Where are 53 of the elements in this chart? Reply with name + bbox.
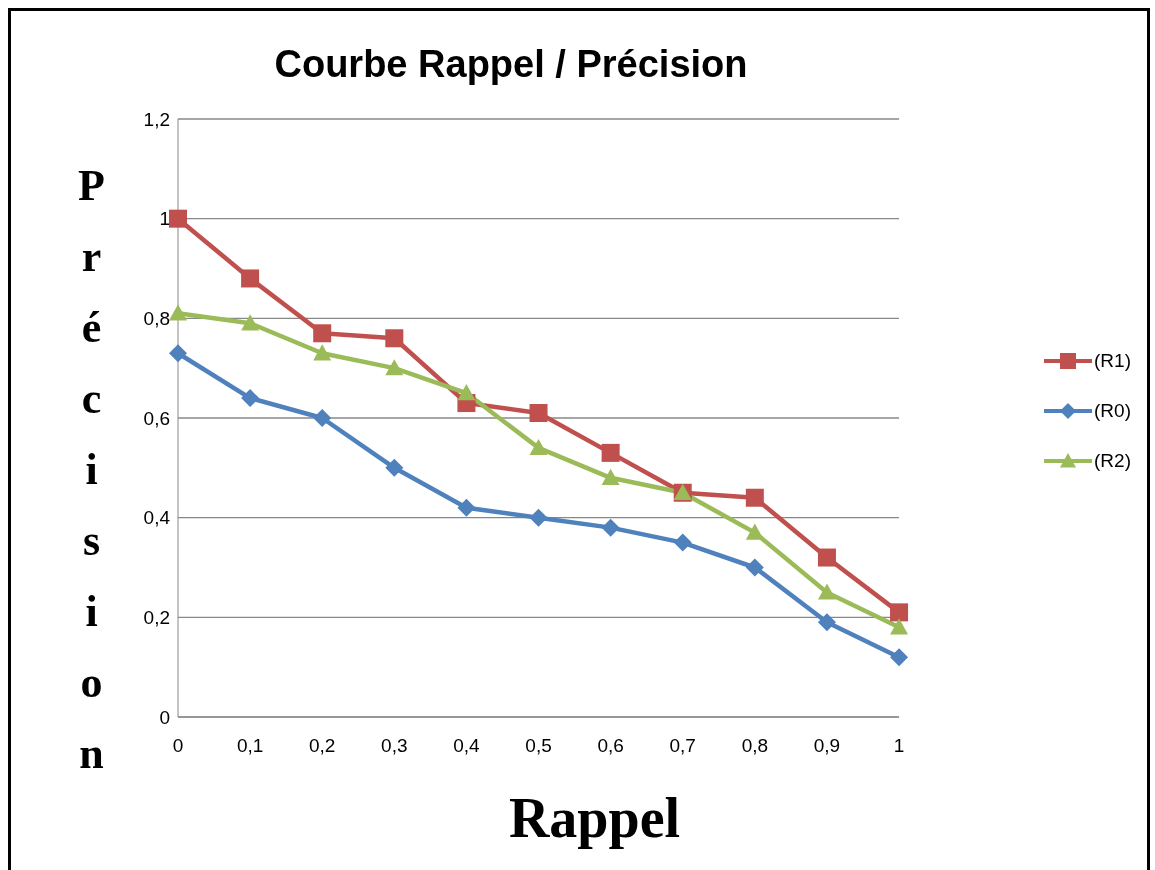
point bbox=[457, 498, 476, 517]
y-tick-label: 0,4 bbox=[143, 507, 171, 529]
point bbox=[385, 458, 404, 477]
x-tick-label: 0,3 bbox=[381, 735, 408, 757]
point bbox=[601, 518, 620, 537]
point bbox=[890, 648, 909, 667]
x-tick-label: 0,5 bbox=[525, 735, 552, 757]
y-tick-label: 0,2 bbox=[143, 607, 170, 629]
x-tick-label: 0,6 bbox=[597, 735, 624, 757]
legend-label: (R2) bbox=[1094, 450, 1131, 472]
point bbox=[529, 404, 548, 423]
point bbox=[385, 359, 404, 376]
x-tick-label: 0,2 bbox=[309, 735, 336, 757]
point bbox=[601, 468, 620, 485]
y-tick-label: 0 bbox=[159, 706, 170, 728]
legend-label: (R1) bbox=[1094, 350, 1131, 372]
point bbox=[529, 508, 548, 527]
x-tick-label: 0,4 bbox=[453, 735, 481, 757]
point bbox=[745, 488, 764, 507]
x-tick-label: 0,1 bbox=[236, 735, 264, 757]
point bbox=[313, 324, 332, 343]
x-tick-label: 0,7 bbox=[669, 735, 696, 757]
legend-label: (R0) bbox=[1094, 400, 1131, 422]
y-tick-label: 1,2 bbox=[143, 108, 170, 130]
y-tick-label: 1 bbox=[159, 208, 170, 230]
point bbox=[817, 583, 836, 600]
point bbox=[169, 209, 187, 228]
point bbox=[890, 603, 909, 622]
point bbox=[745, 558, 764, 577]
point bbox=[385, 329, 404, 348]
x-tick-label: 0,9 bbox=[813, 735, 841, 757]
x-axis-title: Rappel bbox=[508, 787, 681, 849]
point bbox=[241, 389, 260, 408]
point bbox=[169, 304, 187, 321]
x-tick-label: 0,8 bbox=[741, 735, 769, 757]
point bbox=[169, 344, 187, 363]
point bbox=[745, 523, 764, 540]
y-tick-label: 0,8 bbox=[143, 308, 170, 330]
point bbox=[890, 618, 909, 635]
point bbox=[457, 384, 476, 401]
point bbox=[817, 613, 836, 632]
y-axis-title: Précision bbox=[66, 161, 117, 800]
point bbox=[673, 533, 692, 552]
y-tick-label: 0,6 bbox=[143, 407, 170, 429]
point bbox=[817, 548, 836, 567]
point bbox=[529, 438, 548, 456]
x-tick-label: 1 bbox=[893, 735, 905, 757]
point bbox=[241, 269, 260, 288]
point bbox=[313, 409, 332, 427]
point bbox=[601, 443, 620, 462]
point bbox=[241, 314, 260, 331]
point bbox=[313, 344, 332, 361]
chart-title: Courbe Rappel / Précision bbox=[273, 43, 749, 86]
